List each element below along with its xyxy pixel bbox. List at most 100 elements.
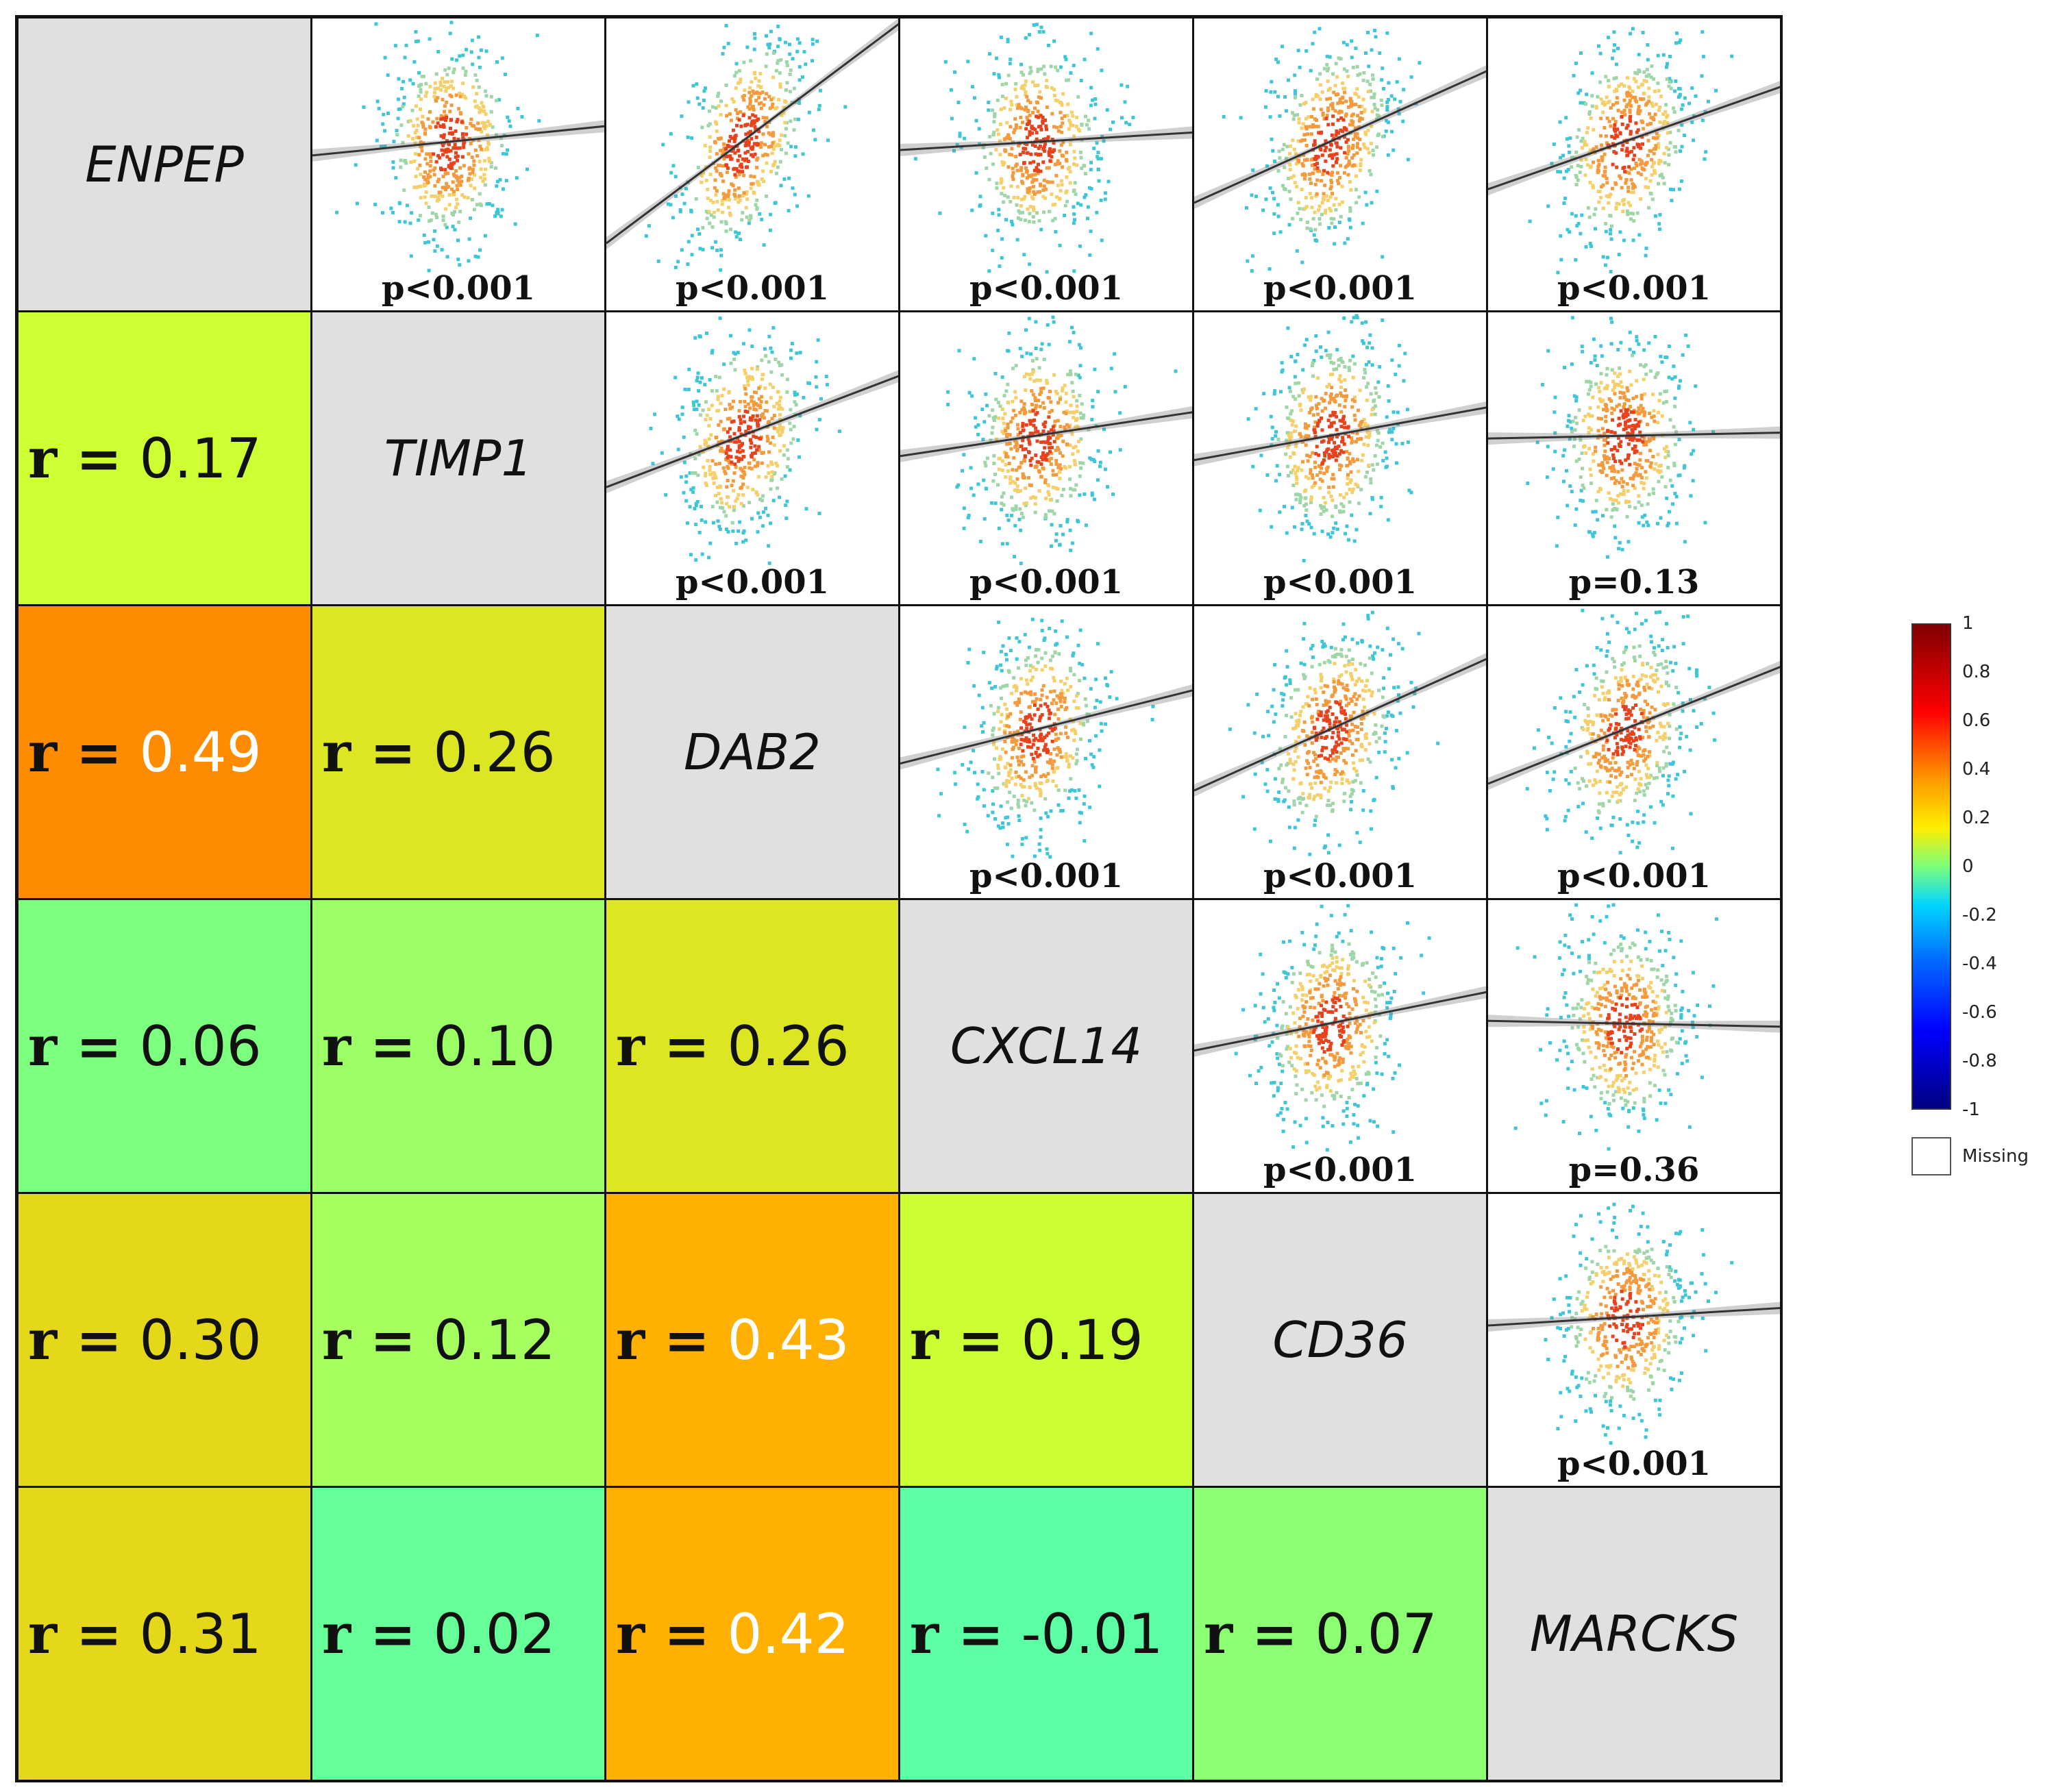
scatter-point	[475, 78, 479, 82]
scatter-point	[1665, 496, 1669, 500]
scatter-point	[1391, 427, 1396, 430]
scatter-point	[1270, 437, 1274, 441]
scatter-point	[998, 264, 1002, 269]
r-value: 0.31	[139, 1602, 262, 1666]
scatter-point	[1015, 95, 1019, 99]
scatter-point	[450, 132, 454, 136]
scatter-point	[728, 403, 732, 407]
scatter-point	[812, 128, 815, 132]
scatter-point	[1035, 460, 1039, 464]
scatter-point	[1054, 462, 1059, 466]
scatter-point	[1665, 77, 1669, 81]
scatter-point	[403, 55, 407, 60]
scatter-point	[1335, 367, 1338, 371]
scatter-point	[1028, 442, 1032, 446]
scatter-point	[673, 375, 678, 379]
scatter-point	[754, 76, 758, 80]
scatter-point	[428, 164, 432, 168]
scatter-point	[1015, 468, 1019, 472]
scatter-point	[1002, 200, 1006, 204]
scatter-point	[438, 80, 443, 84]
scatter-point	[1597, 200, 1601, 204]
scatter-point	[1351, 146, 1354, 150]
scatter-point	[1042, 138, 1045, 141]
scatter-point	[997, 213, 1001, 217]
scatter-point	[771, 141, 775, 145]
scatter-point	[789, 145, 793, 149]
scatter-point	[1370, 125, 1374, 128]
scatter-point	[428, 175, 432, 179]
scatter-point	[739, 162, 743, 166]
scatter-point	[724, 229, 728, 234]
scatter-point	[1362, 142, 1366, 147]
scatter-point	[1061, 439, 1065, 443]
scatter-point	[726, 195, 730, 199]
scatter-point	[730, 149, 734, 153]
scatter-point	[1633, 71, 1637, 75]
scatter-point	[811, 42, 815, 46]
scatter-point	[1674, 150, 1678, 154]
scatter-point	[765, 194, 768, 198]
scatter-point	[998, 75, 1001, 79]
scatter-point	[1054, 99, 1058, 102]
scatter-point	[1289, 144, 1292, 148]
scatter-point	[1061, 165, 1065, 169]
r-value-text: r = 0.17	[28, 426, 262, 490]
scatter-point	[1322, 458, 1326, 462]
scatter-point	[806, 381, 811, 385]
scatter-point	[731, 529, 735, 533]
scatter-point	[1347, 105, 1351, 109]
r-cell: r = 0.42	[605, 1486, 900, 1781]
scatter-point	[451, 190, 456, 194]
scatter-point	[1078, 737, 1082, 741]
scatter-point	[1044, 497, 1048, 501]
scatter-point	[1041, 160, 1045, 164]
scatter-point	[1000, 697, 1004, 700]
scatter-point	[1368, 82, 1372, 86]
scatter-point	[1618, 445, 1622, 448]
scatter-point	[488, 123, 492, 127]
scatter-point	[471, 167, 475, 171]
scatter-point	[1323, 454, 1327, 458]
scatter-point	[1631, 438, 1635, 442]
scatter-point	[1364, 132, 1368, 136]
scatter-point	[742, 98, 746, 102]
scatter-point	[1313, 420, 1317, 424]
scatter-point	[1104, 722, 1108, 726]
scatter-point	[755, 448, 759, 452]
scatter-point	[1618, 132, 1622, 136]
scatter-point	[1629, 432, 1633, 436]
scatter-point	[1006, 73, 1011, 77]
scatter-point	[728, 448, 732, 452]
scatter-point	[1644, 440, 1648, 444]
scatter-point	[1050, 428, 1054, 432]
scatter-point	[767, 145, 771, 149]
scatter-point	[715, 129, 719, 134]
scatter-point	[1581, 419, 1585, 423]
scatter-point	[1079, 466, 1083, 470]
scatter-point	[1031, 393, 1035, 397]
scatter-point	[1045, 381, 1049, 385]
r-cell: r = 0.26	[605, 899, 900, 1193]
scatter-point	[1659, 354, 1663, 358]
scatter-point	[758, 86, 763, 89]
scatter-point	[969, 760, 973, 764]
scatter-point	[780, 430, 784, 434]
scatter-point	[1063, 114, 1067, 118]
scatter-point	[394, 176, 398, 180]
scatter-point	[1628, 86, 1632, 90]
scatter-point	[1658, 105, 1662, 109]
scatter-point	[744, 132, 748, 136]
scatter-point	[1006, 38, 1010, 42]
scatter-point	[1033, 127, 1037, 132]
scatter-point	[1068, 789, 1072, 793]
scatter-point	[1288, 455, 1292, 459]
scatter-point	[1346, 482, 1350, 486]
scatter-point	[1631, 27, 1635, 31]
scatter-point	[765, 125, 769, 129]
scatter-point	[1666, 523, 1670, 527]
scatter-point	[782, 105, 786, 110]
scatter-point	[1068, 170, 1072, 174]
scatter-point	[1004, 462, 1008, 466]
scatter-point	[1313, 425, 1317, 430]
